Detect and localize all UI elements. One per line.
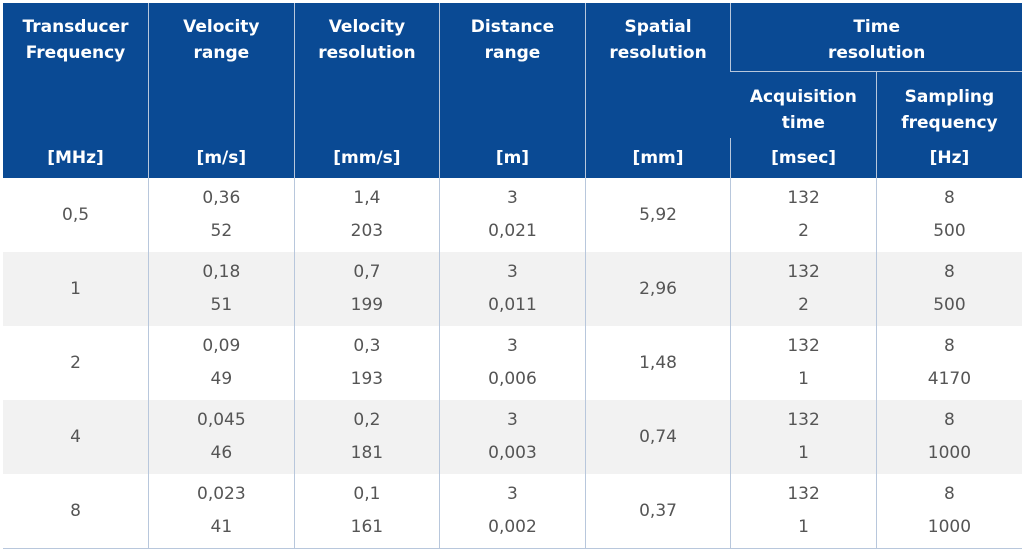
ultrasound-spec-table: Transducer Frequency Velocity range Velo… [3,3,1022,549]
cell-acquisition-time: 132 1 [730,399,877,474]
cell-velocity-resolution: 1,4 203 [293,177,440,252]
unit-hz: [Hz] [875,137,1022,178]
cell-acquisition-time: 132 1 [730,473,877,549]
cell-velocity-range: 0,18 51 [148,251,295,326]
cell-sampling-frequency: 8 1000 [875,399,1022,474]
cell-velocity-range: 0,36 52 [148,177,295,252]
cell-distance-range: 3 0,006 [439,325,586,400]
cell-distance-range: 3 0,011 [439,251,586,326]
header-spatial-resolution: Spatial resolution [584,3,731,138]
table-body: 0,5 0,36 52 1,4 203 3 0,021 5,92 132 2 8 500 … [3,177,1022,549]
cell-sampling-frequency: 8 1000 [875,473,1022,549]
cell-sampling-frequency: 8 500 [875,177,1022,252]
cell-spatial-resolution: 0,74 [584,399,731,474]
header-velocity-resolution: Velocity resolution [293,3,440,138]
cell-distance-range: 3 0,002 [439,473,586,549]
unit-msec: [msec] [730,137,877,178]
header-distance-range: Distance range [439,3,586,138]
cell-spatial-resolution: 0,37 [584,473,731,549]
header-transducer-frequency: Transducer Frequency [3,3,149,138]
table-row: 4 0,045 46 0,2 181 3 0,003 0,74 132 1 8 1000 [3,399,1022,474]
cell-acquisition-time: 132 2 [730,177,877,252]
cell-sampling-frequency: 8 500 [875,251,1022,326]
cell-velocity-range: 0,045 46 [148,399,295,474]
unit-m: [m] [439,137,586,178]
cell-frequency: 2 [70,352,81,373]
cell-velocity-range: 0,023 41 [148,473,295,549]
unit-mm: [mm] [584,137,731,178]
header-time-resolution: Time resolution [730,3,1022,72]
table-row: 1 0,18 51 0,7 199 3 0,011 2,96 132 2 8 500 [3,251,1022,326]
cell-distance-range: 3 0,021 [439,177,586,252]
cell-frequency: 8 [3,473,149,549]
header-velocity-range: Velocity range [148,3,295,138]
cell-distance-range: 3 0,003 [439,399,586,474]
cell-acquisition-time: 132 1 [730,325,877,400]
cell-velocity-resolution: 0,1 161 [293,473,440,549]
cell-velocity-resolution: 0,3 193 [293,325,440,400]
table-header: Transducer Frequency Velocity range Velo… [3,3,1022,178]
table-row: 8 0,023 41 0,1 161 3 0,002 0,37 132 1 8 1000 [3,473,1022,549]
cell-spatial-resolution: 2,96 [584,251,731,326]
table-row: 2 0,09 49 0,3 193 3 0,006 1,48 132 1 8 4170 [3,325,1022,400]
header-acquisition-time: Acquisition time [730,71,877,138]
cell-acquisition-time: 132 2 [730,251,877,326]
table-row: 0,5 0,36 52 1,4 203 3 0,021 5,92 132 2 8 500 [3,177,1022,252]
unit-mhz: [MHz] [3,137,149,178]
cell-frequency: 4 [3,399,149,474]
unit-mm-per-s: [mm/s] [293,137,440,178]
cell-velocity-resolution: 0,2 181 [293,399,440,474]
cell-sampling-frequency: 8 4170 [875,325,1022,400]
cell-spatial-resolution: 1,48 [584,325,731,400]
cell-frequency: 0,5 [62,204,90,225]
cell-velocity-resolution: 0,7 199 [293,251,440,326]
cell-velocity-range: 0,09 49 [148,325,295,400]
unit-m-per-s: [m/s] [148,137,295,178]
cell-frequency: 1 [3,251,149,326]
header-sampling-frequency: Sampling frequency [875,71,1022,138]
cell-spatial-resolution: 5,92 [584,177,731,252]
